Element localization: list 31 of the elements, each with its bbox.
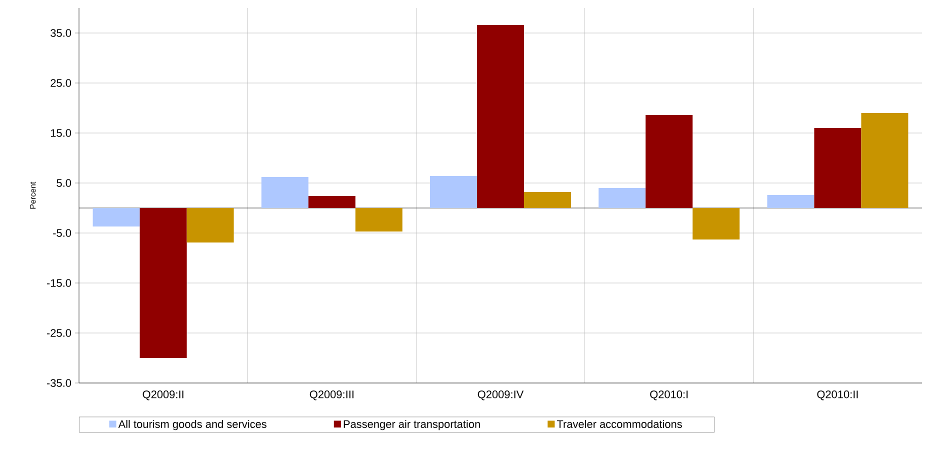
bar bbox=[92, 208, 140, 226]
bar bbox=[308, 196, 356, 208]
y-tick-label: 35.0 bbox=[50, 29, 72, 37]
bar bbox=[598, 188, 646, 208]
bar bbox=[692, 208, 740, 240]
x-tick-label: Q2010:II bbox=[817, 390, 858, 400]
legend-label: All tourism goods and services bbox=[118, 420, 266, 430]
bar bbox=[186, 208, 234, 242]
bar bbox=[430, 176, 478, 208]
bar bbox=[814, 128, 862, 208]
x-tick-label: Q2009:II bbox=[142, 390, 184, 400]
bar bbox=[861, 113, 908, 208]
bar bbox=[767, 195, 814, 208]
bar bbox=[524, 192, 572, 208]
y-tick-label: 15.0 bbox=[50, 129, 72, 137]
x-tick-label: Q2009:III bbox=[310, 390, 354, 400]
bar bbox=[140, 208, 187, 358]
bar bbox=[477, 25, 524, 208]
y-tick-label: -25.0 bbox=[46, 329, 72, 337]
bar bbox=[646, 115, 693, 208]
bar bbox=[355, 208, 402, 232]
y-tick-label: -15.0 bbox=[46, 279, 72, 287]
y-tick-label: -5.0 bbox=[53, 229, 72, 237]
x-tick-label: Q2010:I bbox=[650, 390, 688, 400]
bar bbox=[261, 177, 308, 208]
y-tick-label: -35.0 bbox=[46, 379, 72, 387]
x-tick-label: Q2009:IV bbox=[478, 390, 524, 400]
legend-label: Passenger air transportation bbox=[344, 420, 480, 430]
y-tick-label: 25.0 bbox=[50, 79, 72, 87]
legend-label: Traveler accommodations bbox=[556, 420, 682, 428]
y-tick-label: 5.0 bbox=[56, 179, 72, 187]
